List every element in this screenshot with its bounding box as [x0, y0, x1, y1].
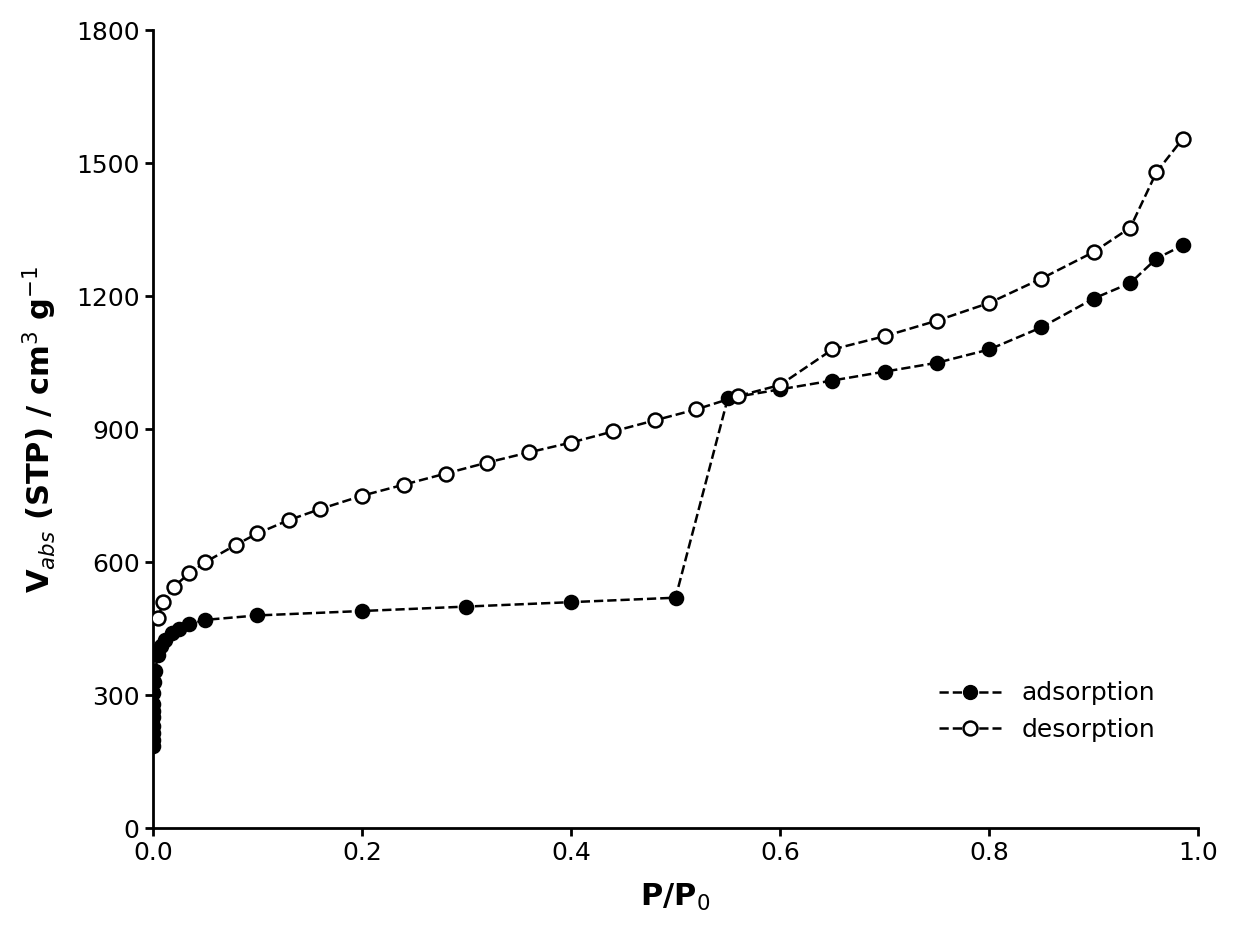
- desorption: [522, 446, 536, 458]
- desorption: [281, 515, 296, 526]
- desorption: [825, 344, 840, 355]
- desorption: [250, 528, 265, 539]
- desorption: [564, 437, 579, 448]
- adsorption: [145, 734, 160, 745]
- adsorption: [165, 628, 180, 639]
- desorption: [1087, 247, 1101, 258]
- adsorption: [1123, 277, 1137, 289]
- adsorption: [564, 597, 579, 608]
- adsorption: [145, 741, 160, 752]
- Line: desorption: desorption: [151, 132, 1189, 625]
- desorption: [354, 490, 369, 502]
- adsorption: [825, 375, 840, 386]
- adsorption: [929, 357, 944, 368]
- desorption: [731, 390, 746, 402]
- desorption: [166, 581, 181, 592]
- adsorption: [171, 623, 186, 634]
- adsorption: [668, 592, 683, 603]
- X-axis label: P/P$_0$: P/P$_0$: [641, 882, 711, 913]
- desorption: [1123, 222, 1137, 234]
- desorption: [151, 612, 166, 623]
- desorption: [479, 457, 494, 468]
- desorption: [877, 331, 892, 342]
- adsorption: [354, 605, 369, 616]
- adsorption: [773, 384, 788, 395]
- desorption: [1035, 273, 1049, 284]
- adsorption: [157, 634, 172, 645]
- desorption: [1175, 134, 1189, 145]
- adsorption: [720, 392, 735, 403]
- desorption: [606, 426, 621, 437]
- adsorption: [1087, 293, 1101, 304]
- adsorption: [154, 641, 169, 652]
- desorption: [229, 539, 244, 550]
- adsorption: [182, 618, 197, 630]
- adsorption: [145, 728, 160, 739]
- adsorption: [147, 665, 162, 676]
- adsorption: [198, 615, 213, 626]
- desorption: [647, 415, 662, 426]
- adsorption: [146, 687, 161, 699]
- desorption: [312, 503, 327, 515]
- adsorption: [1175, 240, 1189, 251]
- adsorption: [1149, 253, 1163, 264]
- desorption: [981, 297, 996, 308]
- desorption: [929, 315, 944, 326]
- desorption: [396, 479, 411, 490]
- Line: adsorption: adsorption: [146, 238, 1189, 753]
- Y-axis label: V$_{abs}$ (STP) / cm$^3$ g$^{-1}$: V$_{abs}$ (STP) / cm$^3$ g$^{-1}$: [21, 265, 59, 593]
- adsorption: [145, 721, 160, 732]
- adsorption: [145, 705, 160, 716]
- adsorption: [458, 601, 473, 612]
- adsorption: [1035, 321, 1049, 333]
- adsorption: [146, 699, 161, 710]
- desorption: [198, 557, 213, 568]
- adsorption: [250, 610, 265, 621]
- desorption: [1149, 166, 1163, 177]
- adsorption: [151, 650, 166, 661]
- desorption: [182, 568, 197, 579]
- Legend: adsorption, desorption: adsorption, desorption: [929, 672, 1165, 752]
- adsorption: [145, 712, 160, 723]
- adsorption: [146, 676, 161, 687]
- desorption: [156, 597, 171, 608]
- desorption: [689, 403, 704, 415]
- adsorption: [981, 344, 996, 355]
- adsorption: [877, 366, 892, 377]
- desorption: [439, 468, 453, 479]
- desorption: [773, 379, 788, 390]
